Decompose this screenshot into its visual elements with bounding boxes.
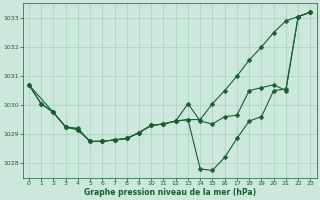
- X-axis label: Graphe pression niveau de la mer (hPa): Graphe pression niveau de la mer (hPa): [84, 188, 256, 197]
